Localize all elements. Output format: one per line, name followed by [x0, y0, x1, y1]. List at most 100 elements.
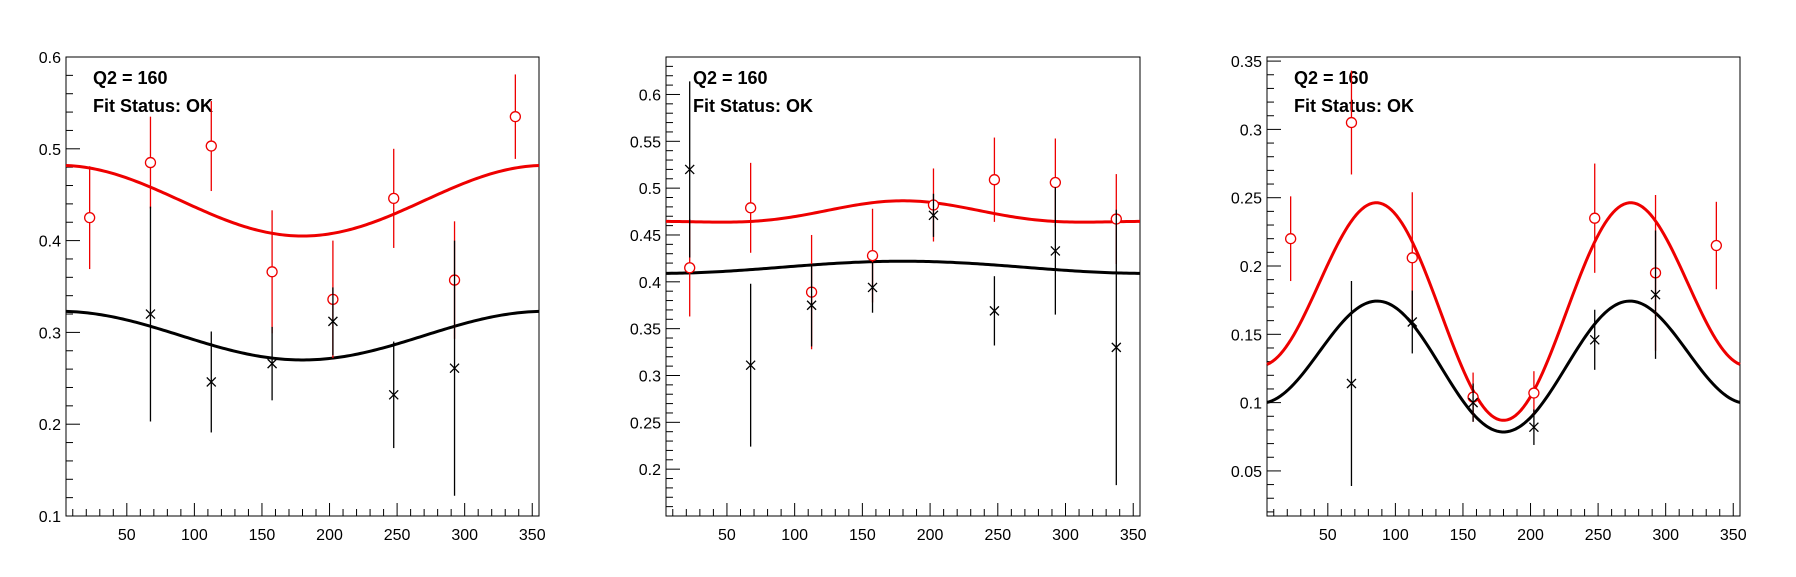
x-tick-label: 250 — [1585, 527, 1612, 544]
chart-panel-2: 50 100 150 200 250 300 350 0.2 0.25 0.3 0.35 0.4 0.4… — [630, 56, 1147, 544]
y-tick-label: 0.55 — [630, 134, 661, 151]
black-data-point — [206, 377, 217, 387]
q2-label: Q2 = 160 — [693, 68, 768, 88]
black-data-point — [745, 360, 756, 371]
x-tick-label: 200 — [316, 527, 343, 544]
plot-frame — [1266, 56, 1741, 517]
red-data-point — [1406, 252, 1418, 264]
fit-status-label: Fit Status: OK — [93, 96, 213, 116]
y-tick-label: 0.3 — [1240, 122, 1262, 139]
y-tick-label: 0.5 — [39, 142, 61, 159]
black-fit-curve — [65, 309, 540, 362]
black-data-point — [1650, 289, 1661, 300]
black-data-point — [1468, 397, 1479, 408]
red-data-point — [266, 266, 278, 278]
x-tick-label: 150 — [249, 527, 276, 544]
red-data-point — [388, 192, 400, 205]
y-tick-label: 0.2 — [639, 462, 661, 479]
y-tick-label: 0.5 — [639, 181, 661, 198]
black-fit-curve — [1266, 299, 1741, 434]
y-tick-label: 0.2 — [1240, 259, 1262, 276]
black-data-point — [145, 309, 156, 319]
x-tick-label: 200 — [917, 527, 944, 544]
plot-frame — [665, 56, 1141, 517]
x-tick-label: 300 — [1652, 527, 1679, 544]
x-tick-label: 150 — [849, 527, 876, 544]
x-tick-label: 150 — [1450, 527, 1477, 544]
x-tick-label: 350 — [519, 527, 546, 544]
black-data-point — [388, 389, 399, 400]
y-tick-label: 0.05 — [1231, 464, 1262, 481]
black-data-point — [449, 363, 460, 374]
y-tick-label: 0.15 — [1231, 327, 1262, 344]
black-data-point — [806, 300, 817, 311]
y-tick-label: 0.3 — [39, 325, 61, 342]
fit-status-label: Fit Status: OK — [693, 96, 813, 116]
black-data-point — [327, 316, 338, 327]
red-data-point — [205, 140, 217, 152]
q2-label: Q2 = 160 — [1294, 68, 1369, 88]
red-data-point — [509, 111, 521, 123]
black-data-point — [1407, 317, 1418, 327]
y-tick-label: 0.3 — [639, 368, 661, 385]
red-data-point — [144, 156, 157, 169]
red-data-point — [1049, 176, 1062, 189]
q2-label: Q2 = 160 — [93, 68, 168, 88]
black-data-point — [989, 305, 1000, 316]
black-data-point — [1346, 378, 1357, 389]
x-tick-label: 250 — [984, 527, 1011, 544]
x-tick-label: 300 — [451, 527, 478, 544]
y-tick-label: 0.6 — [39, 50, 61, 67]
red-data-point — [1345, 116, 1358, 129]
x-tick-label: 350 — [1720, 527, 1747, 544]
red-data-point — [84, 211, 96, 224]
black-data-point — [684, 164, 695, 175]
red-data-point — [988, 174, 1001, 186]
y-tick-label: 0.45 — [630, 228, 661, 245]
chart-panel-1: 50 100 150 200 250 300 350 0.1 0.2 0.3 0.4 0.5 0.6 Q2… — [39, 50, 546, 544]
y-tick-label: 0.1 — [39, 509, 61, 526]
red-fit-curve — [665, 199, 1141, 224]
red-data-point — [1589, 212, 1601, 224]
red-fit-curve — [65, 163, 540, 238]
red-fit-curve — [1266, 201, 1741, 422]
y-tick-label: 0.1 — [1240, 396, 1262, 413]
x-tick-label: 300 — [1052, 527, 1079, 544]
black-data-point — [928, 210, 939, 221]
y-tick-label: 0.6 — [639, 87, 661, 104]
black-data-point — [867, 282, 878, 293]
black-data-point — [1111, 342, 1122, 353]
red-data-point — [1710, 239, 1722, 252]
red-data-point — [1285, 233, 1297, 245]
x-tick-label: 100 — [181, 527, 208, 544]
red-data-point — [684, 262, 696, 274]
black-data-point — [1050, 245, 1061, 256]
x-tick-label: 100 — [781, 527, 808, 544]
plot-frame — [65, 56, 540, 517]
x-tick-label: 350 — [1120, 527, 1147, 544]
chart-panel-3: 50 100 150 200 250 300 350 0.05 0.1 0.15 0.2 0.25 0.… — [1231, 54, 1747, 544]
black-data-point — [1528, 422, 1539, 433]
red-data-point — [1528, 387, 1540, 399]
black-fit-curve — [665, 259, 1141, 275]
x-tick-label: 250 — [384, 527, 411, 544]
y-tick-label: 0.2 — [39, 417, 61, 434]
red-data-point — [866, 249, 879, 262]
x-tick-label: 50 — [718, 527, 736, 544]
y-tick-label: 0.35 — [1231, 54, 1262, 71]
black-data-point — [267, 358, 278, 369]
black-data-point — [1589, 334, 1600, 345]
y-tick-label: 0.25 — [630, 415, 661, 432]
x-tick-label: 200 — [1517, 527, 1544, 544]
y-tick-label: 0.4 — [639, 275, 661, 292]
x-tick-label: 50 — [118, 527, 136, 544]
x-tick-label: 100 — [1382, 527, 1409, 544]
x-tick-label: 50 — [1319, 527, 1337, 544]
y-tick-label: 0.35 — [630, 322, 661, 339]
red-data-point — [744, 202, 757, 214]
y-tick-label: 0.25 — [1231, 191, 1262, 208]
y-tick-label: 0.4 — [39, 234, 61, 251]
fit-status-label: Fit Status: OK — [1294, 96, 1414, 116]
